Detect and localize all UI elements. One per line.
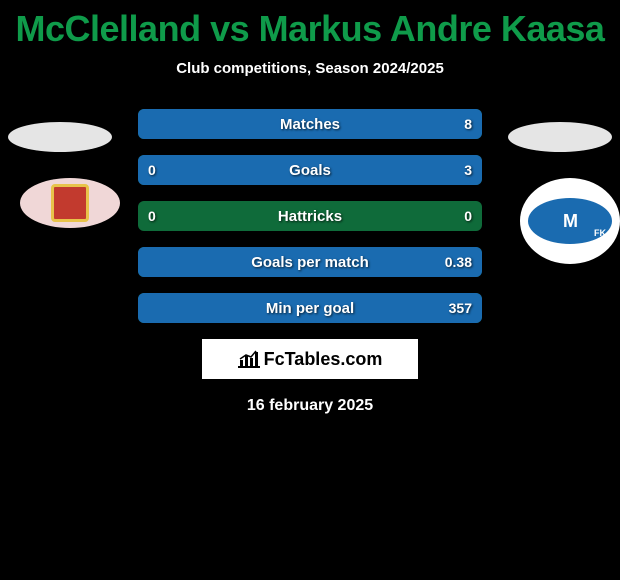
vs-text: vs — [210, 8, 249, 49]
stat-value-right: 3 — [464, 155, 472, 185]
page-title: McClelland vs Markus Andre Kaasa — [0, 0, 620, 50]
brand-box: FcTables.com — [202, 339, 418, 379]
stat-row: Goals per match0.38 — [138, 247, 482, 277]
player-right-avatar — [508, 122, 612, 152]
club-right-badge-inner: M FK — [528, 198, 612, 244]
player-left-avatar — [8, 122, 112, 152]
club-right-suffix: FK — [594, 228, 606, 238]
stat-value-left: 0 — [148, 201, 156, 231]
stat-row: Goals0 3 — [138, 155, 482, 185]
brand-text: FcTables.com — [264, 349, 383, 370]
stat-label: Hattricks — [138, 201, 482, 231]
club-left-badge — [20, 178, 120, 228]
stat-label: Goals per match — [138, 247, 482, 277]
stat-value-left: 0 — [148, 155, 156, 185]
stat-row: Min per goal357 — [138, 293, 482, 323]
club-left-badge-inner — [51, 184, 89, 222]
stat-value-right: 357 — [449, 293, 472, 323]
stat-value-right: 0 — [464, 201, 472, 231]
stat-label: Matches — [138, 109, 482, 139]
player-left-name: McClelland — [16, 8, 201, 49]
stat-label: Goals — [138, 155, 482, 185]
stat-rows: Matches8Goals03Hattricks00Goals per matc… — [138, 109, 482, 323]
player-right-name: Markus Andre Kaasa — [259, 8, 605, 49]
stat-row: Matches8 — [138, 109, 482, 139]
subtitle: Club competitions, Season 2024/2025 — [0, 60, 620, 77]
stat-value-right: 8 — [464, 109, 472, 139]
date-text: 16 february 2025 — [0, 397, 620, 415]
stat-row: Hattricks0 0 — [138, 201, 482, 231]
stat-label: Min per goal — [138, 293, 482, 323]
club-right-initial: M — [563, 211, 577, 232]
club-right-badge: M FK — [520, 178, 620, 264]
stat-value-right: 0.38 — [445, 247, 472, 277]
chart-icon — [238, 350, 260, 368]
